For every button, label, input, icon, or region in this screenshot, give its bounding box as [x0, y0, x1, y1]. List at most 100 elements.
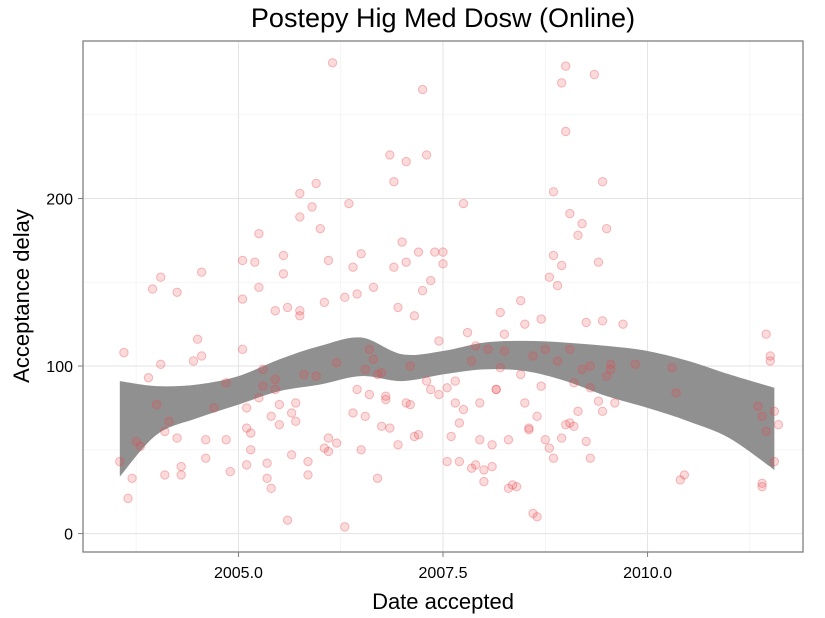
data-point: [581, 436, 591, 447]
data-point: [340, 292, 350, 303]
data-point: [389, 262, 399, 272]
data-point: [438, 247, 448, 257]
data-point: [417, 84, 428, 95]
data-point: [319, 297, 330, 308]
data-point: [323, 433, 334, 443]
data-point: [430, 247, 440, 257]
data-point: [421, 376, 432, 386]
data-point: [556, 78, 567, 88]
data-point: [262, 458, 272, 468]
data-point: [765, 351, 775, 361]
data-point: [307, 202, 317, 212]
data-point: [323, 255, 334, 266]
data-point: [593, 396, 604, 406]
data-point: [520, 398, 530, 408]
data-point: [156, 272, 166, 282]
data-point: [295, 306, 305, 316]
data-point: [397, 237, 407, 247]
data-point: [348, 262, 358, 272]
data-point: [192, 334, 203, 344]
data-point: [172, 287, 182, 298]
data-point: [548, 187, 559, 197]
data-point: [495, 307, 505, 318]
data-point: [597, 316, 608, 326]
data-point: [331, 438, 342, 448]
data-point: [356, 445, 366, 455]
data-point: [372, 473, 383, 483]
data-point: [454, 456, 465, 467]
data-point: [507, 480, 518, 490]
data-point: [458, 404, 469, 415]
x-tick-label: 2005.0: [214, 565, 263, 582]
y-axis: 0 100 200: [46, 191, 83, 544]
data-point: [548, 250, 559, 261]
points: [115, 58, 784, 532]
data-point: [569, 378, 579, 388]
data-point: [552, 280, 563, 291]
data-point: [266, 483, 276, 494]
data-point: [364, 344, 375, 354]
data-point: [360, 364, 370, 375]
data-point: [450, 398, 460, 408]
data-point: [556, 260, 567, 271]
data-point: [597, 177, 608, 187]
data-point: [119, 347, 129, 358]
data-point: [442, 456, 452, 467]
y-tick-label: 0: [64, 527, 73, 544]
data-point: [618, 319, 628, 329]
data-point: [450, 376, 460, 386]
data-point: [757, 481, 767, 492]
data-point: [409, 311, 420, 321]
data-point: [393, 302, 403, 313]
chart-title: Postepy Hig Med Dosw (Online): [251, 3, 635, 33]
data-point: [675, 475, 685, 485]
data-point: [319, 443, 330, 453]
data-point: [286, 450, 297, 460]
data-point: [352, 289, 362, 299]
data-point: [376, 368, 387, 378]
data-point: [475, 435, 485, 445]
data-point: [135, 441, 145, 452]
data-point: [160, 426, 170, 437]
data-point: [454, 418, 465, 428]
data-point: [368, 354, 379, 365]
data-point: [299, 369, 309, 380]
data-point: [544, 443, 555, 453]
data-point: [761, 329, 771, 339]
data-point: [409, 431, 420, 442]
data-point: [401, 156, 411, 167]
data-point: [630, 359, 640, 370]
data-point: [466, 356, 477, 366]
data-point: [221, 435, 231, 445]
data-point: [340, 522, 350, 532]
data-point: [258, 364, 268, 375]
data-point: [401, 257, 411, 267]
data-point: [282, 302, 293, 313]
data-point: [585, 453, 595, 463]
data-point: [385, 423, 395, 433]
data-point: [499, 346, 510, 356]
data-point: [434, 389, 444, 400]
data-point: [262, 473, 272, 483]
data-point: [757, 478, 767, 489]
data-point: [593, 257, 604, 267]
data-point: [331, 357, 342, 368]
data-point: [344, 198, 354, 209]
data-point: [385, 150, 395, 160]
data-point: [323, 446, 334, 457]
data-point: [241, 460, 252, 470]
data-point: [147, 284, 158, 294]
data-point: [548, 453, 559, 463]
data-point: [487, 440, 497, 450]
data-point: [188, 356, 199, 366]
data-point: [237, 255, 248, 266]
data-point: [381, 391, 391, 401]
data-point: [270, 374, 280, 385]
data-point: [160, 470, 170, 480]
data-point: [176, 461, 186, 472]
data-point: [237, 294, 248, 304]
data-point: [524, 424, 534, 435]
data-point: [491, 384, 501, 395]
data-point: [610, 398, 620, 408]
data-point: [241, 403, 252, 413]
